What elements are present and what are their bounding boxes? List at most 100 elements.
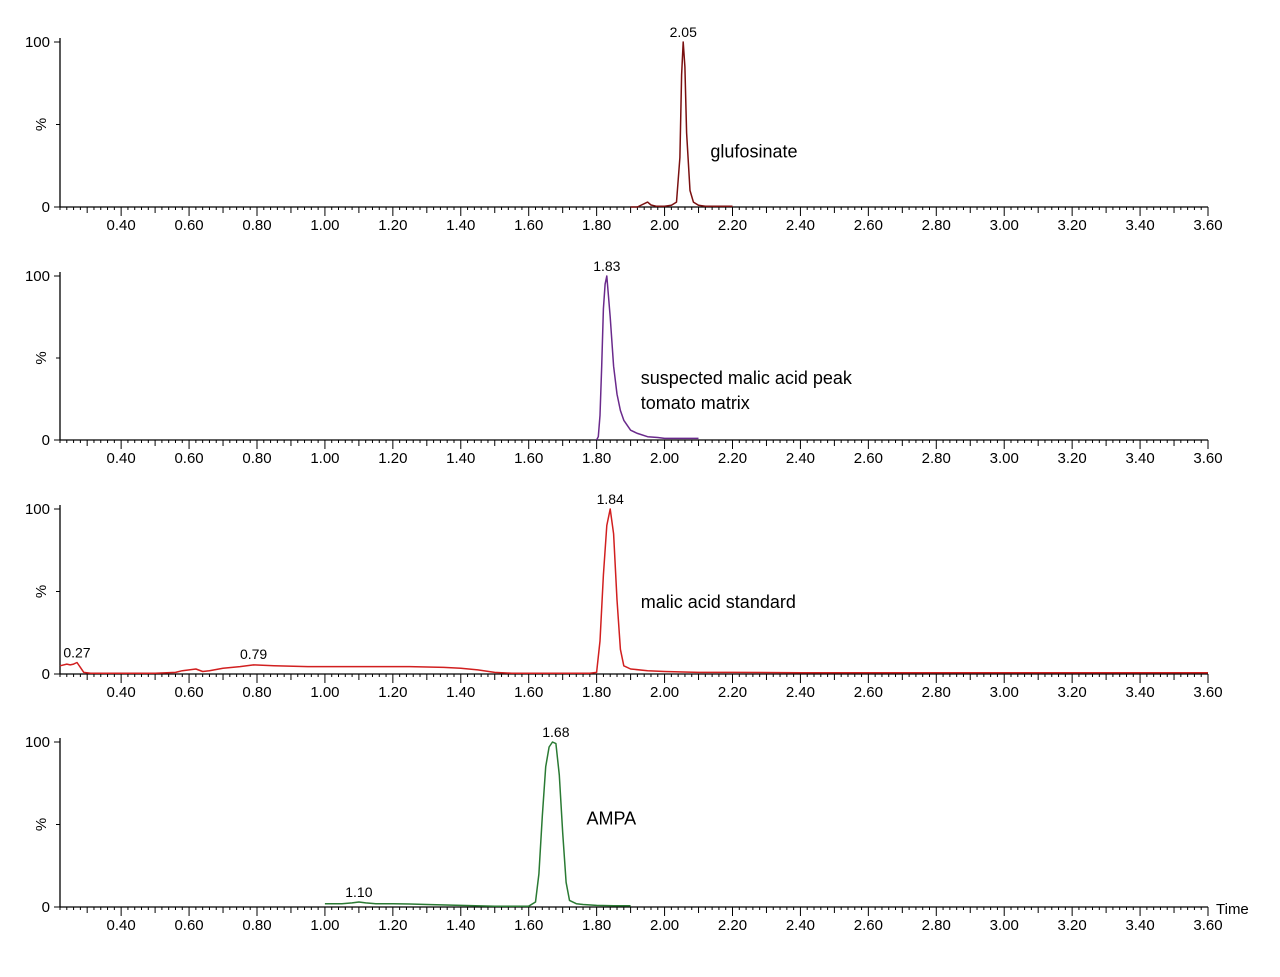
chart-panel-2: 100 0% 0.40 0.60 0.80 1.00 1.20 1.40 1.60 1.80 2.0… bbox=[25, 258, 1223, 467]
y-tick-label: 100 bbox=[25, 268, 50, 285]
x-tick-label: 3.40 bbox=[1125, 917, 1154, 934]
x-tick-label: 3.60 bbox=[1193, 217, 1222, 234]
x-tick-label: 2.40 bbox=[786, 217, 815, 234]
x-tick-label: 3.40 bbox=[1125, 450, 1154, 467]
x-tick-label: 0.60 bbox=[174, 917, 203, 934]
x-tick-label: 0.40 bbox=[107, 917, 136, 934]
x-tick-label: 3.60 bbox=[1193, 450, 1222, 467]
x-tick-label: 2.80 bbox=[922, 684, 951, 701]
y-tick-label: 0 bbox=[42, 199, 50, 216]
x-tick-label: 1.20 bbox=[378, 217, 407, 234]
peak-label: 1.10 bbox=[345, 884, 372, 900]
compound-annotation: AMPA bbox=[586, 809, 636, 829]
x-tick-label: 1.60 bbox=[514, 917, 543, 934]
y-axis-label: % bbox=[33, 585, 50, 598]
x-tick-label: 2.00 bbox=[650, 684, 679, 701]
x-tick-label: 2.20 bbox=[718, 450, 747, 467]
x-tick-label: 2.00 bbox=[650, 450, 679, 467]
x-tick-label: 0.60 bbox=[174, 217, 203, 234]
x-tick-label: 0.80 bbox=[242, 917, 271, 934]
x-tick-label: 0.60 bbox=[174, 684, 203, 701]
x-tick-label: 1.80 bbox=[582, 684, 611, 701]
x-tick-label: 3.00 bbox=[990, 917, 1019, 934]
x-tick-label: 2.60 bbox=[854, 217, 883, 234]
x-tick-label: 1.60 bbox=[514, 450, 543, 467]
x-tick-label: 1.40 bbox=[446, 684, 475, 701]
series-trace bbox=[59, 508, 1208, 674]
x-tick-label: 2.40 bbox=[786, 450, 815, 467]
y-tick-label: 100 bbox=[25, 734, 50, 751]
x-tick-label: 3.00 bbox=[990, 217, 1019, 234]
y-axis-label: % bbox=[33, 351, 50, 364]
chart-panel-1: 100 0% 0.40 0.60 0.80 1.00 1.20 1.40 1.60 1.80 2.0… bbox=[25, 24, 1223, 234]
y-tick-label: 0 bbox=[42, 432, 50, 449]
x-tick-label: 3.20 bbox=[1058, 450, 1087, 467]
x-tick-label: 3.00 bbox=[990, 450, 1019, 467]
x-tick-label: 2.20 bbox=[718, 917, 747, 934]
series-trace bbox=[630, 41, 733, 208]
x-tick-label: 2.60 bbox=[854, 450, 883, 467]
x-tick-label: 1.20 bbox=[378, 684, 407, 701]
peak-label: 1.83 bbox=[593, 258, 620, 274]
x-tick-label: 0.40 bbox=[107, 450, 136, 467]
x-tick-label: 0.80 bbox=[242, 450, 271, 467]
y-tick-label: 0 bbox=[42, 666, 50, 683]
compound-annotation: suspected malic acid peak bbox=[641, 368, 853, 388]
x-axis-title: Time bbox=[1216, 901, 1249, 918]
x-tick-label: 3.40 bbox=[1125, 217, 1154, 234]
x-tick-label: 1.60 bbox=[514, 684, 543, 701]
compound-annotation: glufosinate bbox=[710, 142, 797, 162]
x-tick-label: 1.20 bbox=[378, 917, 407, 934]
y-tick-label: 100 bbox=[25, 34, 50, 51]
x-tick-label: 0.80 bbox=[242, 684, 271, 701]
x-tick-label: 2.00 bbox=[650, 917, 679, 934]
x-tick-label: 2.20 bbox=[718, 684, 747, 701]
x-tick-label: 2.80 bbox=[922, 217, 951, 234]
y-tick-label: 100 bbox=[25, 501, 50, 518]
x-tick-label: 0.40 bbox=[107, 684, 136, 701]
x-tick-label: 1.00 bbox=[310, 917, 339, 934]
x-tick-label: 2.60 bbox=[854, 684, 883, 701]
x-tick-label: 1.40 bbox=[446, 217, 475, 234]
peak-label: 0.27 bbox=[63, 644, 90, 660]
x-tick-label: 3.40 bbox=[1125, 684, 1154, 701]
x-tick-label: 2.80 bbox=[922, 917, 951, 934]
x-tick-label: 1.40 bbox=[446, 450, 475, 467]
peak-label: 1.84 bbox=[597, 491, 624, 507]
peak-label: 0.79 bbox=[240, 646, 267, 662]
y-axis-label: % bbox=[33, 818, 50, 831]
x-tick-label: 1.00 bbox=[310, 450, 339, 467]
x-tick-label: 3.20 bbox=[1058, 217, 1087, 234]
peak-label: 2.05 bbox=[670, 24, 697, 40]
x-tick-label: 1.80 bbox=[582, 917, 611, 934]
x-tick-label: 2.60 bbox=[854, 917, 883, 934]
x-tick-label: 2.80 bbox=[922, 450, 951, 467]
x-tick-label: 3.00 bbox=[990, 684, 1019, 701]
x-tick-label: 1.60 bbox=[514, 217, 543, 234]
x-tick-label: 3.20 bbox=[1058, 917, 1087, 934]
x-tick-label: 3.60 bbox=[1193, 917, 1222, 934]
chart-panel-4: 100 0% 0.40 0.60 0.80 1.00 1.20 1.40 1.60 1.80 2.0… bbox=[25, 724, 1249, 934]
x-tick-label: 0.40 bbox=[107, 217, 136, 234]
x-tick-label: 2.00 bbox=[650, 217, 679, 234]
series-trace bbox=[324, 741, 631, 907]
y-axis-label: % bbox=[33, 118, 50, 131]
series-trace bbox=[595, 275, 699, 441]
x-tick-label: 0.60 bbox=[174, 450, 203, 467]
x-tick-label: 1.80 bbox=[582, 217, 611, 234]
chart-panel-3: 100 0% 0.40 0.60 0.80 1.00 1.20 1.40 1.60 1.80 2.0… bbox=[25, 491, 1223, 701]
x-tick-label: 1.00 bbox=[310, 217, 339, 234]
x-tick-label: 1.40 bbox=[446, 917, 475, 934]
x-tick-label: 3.20 bbox=[1058, 684, 1087, 701]
x-tick-label: 3.60 bbox=[1193, 684, 1222, 701]
compound-annotation: tomato matrix bbox=[641, 393, 750, 413]
x-tick-label: 1.00 bbox=[310, 684, 339, 701]
compound-annotation: malic acid standard bbox=[641, 592, 796, 612]
x-tick-label: 2.40 bbox=[786, 684, 815, 701]
x-tick-label: 2.40 bbox=[786, 917, 815, 934]
x-tick-label: 1.80 bbox=[582, 450, 611, 467]
x-tick-label: 1.20 bbox=[378, 450, 407, 467]
y-tick-label: 0 bbox=[42, 899, 50, 916]
